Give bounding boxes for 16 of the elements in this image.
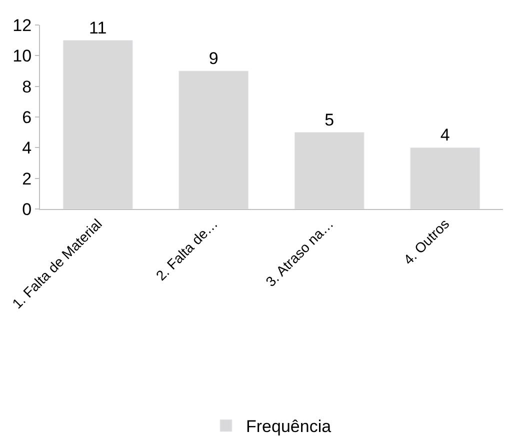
bar xyxy=(62,40,133,209)
y-tick-label: 2 xyxy=(22,169,32,188)
y-tick-label: 0 xyxy=(22,200,32,219)
y-tick-label: 8 xyxy=(22,77,32,96)
legend-label: Frequência xyxy=(246,417,332,436)
data-label: 4 xyxy=(440,126,450,145)
bar xyxy=(178,70,249,209)
data-label: 5 xyxy=(324,110,334,130)
bar xyxy=(410,147,480,209)
bar xyxy=(294,132,364,209)
y-tick-label: 6 xyxy=(22,108,32,127)
data-label: 11 xyxy=(89,18,107,38)
data-label: 9 xyxy=(208,49,218,68)
y-tick-label: 10 xyxy=(12,46,32,66)
y-tick-label: 12 xyxy=(12,16,32,35)
y-tick-label: 4 xyxy=(22,138,32,158)
